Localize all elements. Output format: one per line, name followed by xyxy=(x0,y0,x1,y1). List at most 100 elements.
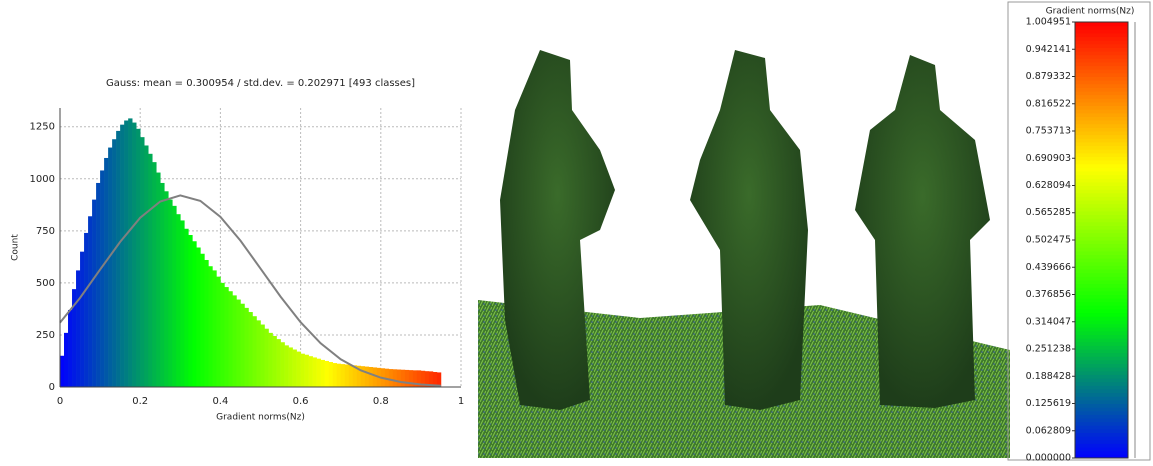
figure: Gauss: mean = 0.300954 / std.dev. = 0.20… xyxy=(0,0,1153,462)
colorbar-segment xyxy=(1075,364,1128,368)
colorbar-segment xyxy=(1075,287,1128,291)
colorbar-tick-label: 0.628094 xyxy=(1026,180,1071,191)
colorbar-segment xyxy=(1075,164,1128,168)
colorbar-segment xyxy=(1075,280,1128,284)
colorbar-segment xyxy=(1075,22,1128,26)
bar xyxy=(136,129,140,387)
bar xyxy=(240,304,244,387)
colorbar-segment xyxy=(1075,411,1128,415)
colorbar-segment xyxy=(1075,327,1128,331)
bar xyxy=(244,308,248,387)
colorbar-segment xyxy=(1075,236,1128,240)
colorbar-segment xyxy=(1075,138,1128,142)
colorbar-segment xyxy=(1075,124,1128,128)
colorbar-segment xyxy=(1075,200,1128,204)
bar xyxy=(256,320,260,387)
bar xyxy=(216,277,220,387)
bar xyxy=(76,270,80,387)
y-tick-label: 500 xyxy=(36,278,55,289)
colorbar-tick-label: 0.690903 xyxy=(1026,153,1071,164)
bar xyxy=(104,158,108,387)
bar xyxy=(168,200,172,387)
bar xyxy=(405,370,409,387)
colorbar-segment xyxy=(1075,47,1128,51)
bar xyxy=(341,364,345,387)
bar xyxy=(345,365,349,387)
bar xyxy=(132,123,136,387)
bar xyxy=(196,248,200,388)
colorbar-segment xyxy=(1075,324,1128,328)
colorbar-segment xyxy=(1075,251,1128,255)
colorbar-segment xyxy=(1075,265,1128,269)
colorbar-segment xyxy=(1075,433,1128,437)
bar xyxy=(80,252,84,387)
bar xyxy=(112,139,116,387)
colorbar-segment xyxy=(1075,167,1128,171)
colorbar-segment xyxy=(1075,291,1128,295)
colorbar-segment xyxy=(1075,98,1128,102)
bar xyxy=(325,361,329,387)
bar xyxy=(100,170,104,387)
colorbar-segment xyxy=(1075,222,1128,226)
bar xyxy=(309,356,313,387)
colorbar-segment xyxy=(1075,135,1128,139)
colorbar-tick-label: 0.188428 xyxy=(1026,371,1071,382)
colorbar-segment xyxy=(1075,146,1128,150)
colorbar-tick-label: 0.062809 xyxy=(1026,425,1071,436)
colorbar-segment xyxy=(1075,382,1128,386)
bar xyxy=(68,310,72,387)
colorbar-segment xyxy=(1075,374,1128,378)
colorbar-segment xyxy=(1075,414,1128,418)
colorbar-segment xyxy=(1075,400,1128,404)
colorbar-segment xyxy=(1075,429,1128,433)
colorbar-segment xyxy=(1075,182,1128,186)
colorbar-segment xyxy=(1075,440,1128,444)
colorbar-segment xyxy=(1075,225,1128,229)
colorbar-segment xyxy=(1075,91,1128,95)
colorbar-segment xyxy=(1075,178,1128,182)
colorbar-tick-label: 0.816522 xyxy=(1026,98,1071,109)
colorbar-segment xyxy=(1075,193,1128,197)
bar xyxy=(305,355,309,387)
bar xyxy=(397,370,401,387)
colorbar-segment xyxy=(1075,320,1128,324)
colorbar-tick-label: 0.125619 xyxy=(1026,398,1071,409)
colorbar-segment xyxy=(1075,273,1128,277)
bar xyxy=(120,125,124,387)
bar xyxy=(160,183,164,387)
bar xyxy=(92,200,96,387)
colorbar-tick-label: 0.251238 xyxy=(1026,343,1071,354)
bar xyxy=(220,283,224,387)
colorbar-segment xyxy=(1075,240,1128,244)
colorbar-segment xyxy=(1075,338,1128,342)
bar xyxy=(261,325,265,387)
bar xyxy=(96,183,100,387)
bar xyxy=(269,333,273,387)
colorbar-tick-label: 1.004951 xyxy=(1026,17,1071,28)
chart-title: Gauss: mean = 0.300954 / std.dev. = 0.20… xyxy=(106,78,415,89)
colorbar-segment xyxy=(1075,44,1128,48)
bar xyxy=(373,367,377,387)
colorbar-segment xyxy=(1075,87,1128,91)
y-tick-label: 250 xyxy=(36,330,55,341)
colorbar-segment xyxy=(1075,116,1128,120)
bar xyxy=(289,347,293,387)
bar xyxy=(393,369,397,387)
colorbar-segment xyxy=(1075,244,1128,248)
bar xyxy=(224,287,228,387)
colorbar-segment xyxy=(1075,80,1128,84)
colorbar-segment xyxy=(1075,40,1128,44)
colorbar-segment xyxy=(1075,58,1128,62)
bar xyxy=(152,162,156,387)
colorbar-segment xyxy=(1075,356,1128,360)
colorbar-segment xyxy=(1075,26,1128,30)
colorbar-segment xyxy=(1075,378,1128,382)
colorbar-segment xyxy=(1075,451,1128,455)
bar xyxy=(148,154,152,387)
colorbar-segment xyxy=(1075,425,1128,429)
colorbar-segment xyxy=(1075,153,1128,157)
y-tick-label: 750 xyxy=(36,226,55,237)
colorbar-segment xyxy=(1075,229,1128,233)
bar xyxy=(277,339,281,387)
colorbar-tick-label: 0.314047 xyxy=(1026,316,1071,327)
